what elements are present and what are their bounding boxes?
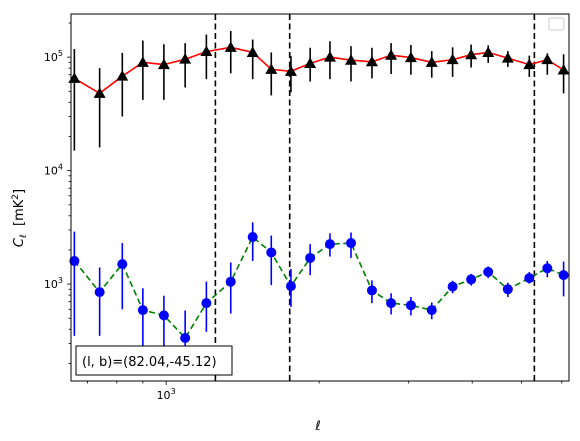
data-point-triangle (284, 65, 297, 76)
data-point-circle (466, 274, 477, 285)
data-point-circle (69, 255, 80, 266)
series-layer (68, 30, 570, 362)
data-point-triangle (68, 72, 81, 83)
series-line (73, 235, 564, 340)
data-point-triangle (482, 46, 495, 57)
data-point-triangle (344, 54, 357, 65)
y-tick-label: 104 (44, 163, 63, 178)
data-point-circle (201, 298, 212, 309)
y-axis-label: Cℓ [mK2] (11, 189, 29, 247)
x-axis-label: ℓ (314, 419, 320, 434)
data-point-circle (94, 287, 105, 298)
x-tick-label: 103 (157, 387, 176, 402)
series-2 (69, 222, 569, 362)
data-point-triangle (541, 53, 554, 65)
data-point-triangle (501, 52, 514, 63)
y-tick-label: 103 (44, 276, 63, 291)
data-point-triangle (425, 56, 438, 67)
data-point-triangle (523, 58, 536, 70)
plot-frame (70, 13, 570, 382)
series-1 (68, 30, 570, 151)
data-point-triangle (446, 53, 459, 65)
data-point-circle (158, 310, 169, 321)
data-point-circle (117, 259, 128, 270)
data-point-triangle (465, 48, 478, 60)
data-point-circle (247, 232, 258, 243)
y-tick-label: 105 (44, 49, 63, 64)
data-point-circle (180, 333, 191, 344)
legend-box (548, 17, 565, 31)
annotation-box: (l, b)=(82.04,-45.12) (75, 345, 233, 376)
data-point-triangle (385, 49, 398, 60)
data-point-circle (426, 305, 437, 316)
data-point-triangle (136, 56, 149, 67)
data-point-triangle (224, 41, 237, 52)
vertical-reference-lines (214, 14, 536, 381)
data-point-triangle (93, 87, 106, 98)
data-point-circle (225, 276, 236, 287)
data-point-circle (542, 263, 553, 274)
data-point-circle (483, 266, 494, 277)
data-point-triangle (157, 58, 170, 70)
data-point-circle (345, 238, 356, 249)
y-axis: 103 104 105 (44, 22, 71, 364)
x-axis: 103 (86, 381, 563, 402)
data-point-circle (366, 285, 377, 296)
data-point-circle (447, 281, 458, 292)
data-point-circle (386, 298, 397, 309)
data-point-triangle (265, 63, 278, 74)
svg-text:Cℓ [mK2]: Cℓ [mK2] (11, 189, 29, 247)
data-point-circle (524, 273, 535, 284)
data-point-triangle (404, 51, 417, 63)
data-point-triangle (365, 55, 378, 67)
data-point-circle (305, 252, 316, 263)
data-point-circle (137, 305, 148, 316)
annotation-text: (l, b)=(82.04,-45.12) (82, 355, 217, 370)
data-point-triangle (246, 46, 259, 57)
data-point-circle (558, 270, 569, 281)
data-point-circle (285, 281, 296, 292)
data-point-triangle (557, 64, 570, 75)
data-point-circle (266, 247, 277, 258)
data-point-circle (405, 300, 416, 311)
data-point-circle (324, 239, 335, 250)
data-point-triangle (200, 45, 213, 57)
data-point-triangle (304, 57, 317, 68)
data-point-circle (502, 284, 513, 295)
data-point-triangle (116, 70, 129, 81)
data-point-triangle (323, 51, 336, 62)
data-point-triangle (179, 53, 192, 64)
